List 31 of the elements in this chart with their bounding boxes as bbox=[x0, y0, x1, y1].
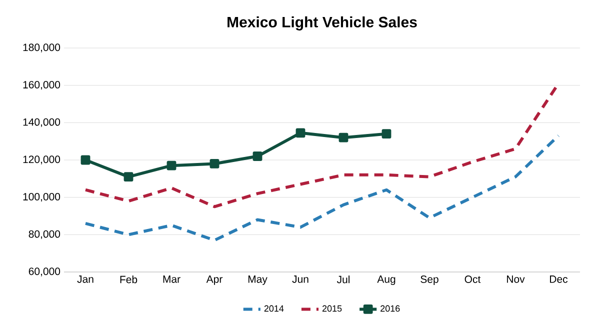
point bbox=[338, 132, 348, 142]
x-tick-label: Feb bbox=[120, 276, 138, 284]
x-tick-label: Aug bbox=[377, 276, 396, 285]
point bbox=[252, 152, 262, 161]
x-tick-label: Oct bbox=[464, 276, 481, 283]
x-tick-label: May bbox=[248, 276, 268, 285]
point bbox=[166, 160, 176, 170]
y-tick-label: 100,000 bbox=[23, 192, 60, 202]
point bbox=[210, 159, 220, 168]
legend-label: 2016 bbox=[380, 305, 400, 312]
point bbox=[80, 155, 90, 165]
legend-label: 2015 bbox=[322, 305, 342, 312]
legend-label: 2014 bbox=[264, 305, 284, 312]
x-tick-label: Jun bbox=[292, 276, 308, 283]
y-tick-label: 180,000 bbox=[23, 44, 60, 52]
x-tick-label: Sep bbox=[420, 276, 438, 286]
x-tick-label: Apr bbox=[206, 276, 222, 285]
y-tick-label: 120,000 bbox=[23, 156, 60, 164]
y-tick-label: 60,000 bbox=[28, 268, 60, 276]
point bbox=[382, 129, 392, 139]
x-tick-label: Dec bbox=[550, 276, 568, 283]
x-tick-label: Jan bbox=[77, 276, 94, 283]
y-tick-label: 140,000 bbox=[23, 118, 60, 128]
y-tick-label: 80,000 bbox=[28, 230, 60, 239]
x-tick-label: Jul bbox=[336, 276, 350, 284]
point bbox=[124, 172, 134, 182]
chart-title: Mexico Light Vehicle Sales bbox=[228, 16, 417, 30]
point bbox=[296, 128, 306, 138]
x-tick-label: Nov bbox=[507, 276, 525, 283]
x-tick-label: Mar bbox=[163, 276, 180, 283]
y-tick-label: 160,000 bbox=[23, 81, 60, 90]
